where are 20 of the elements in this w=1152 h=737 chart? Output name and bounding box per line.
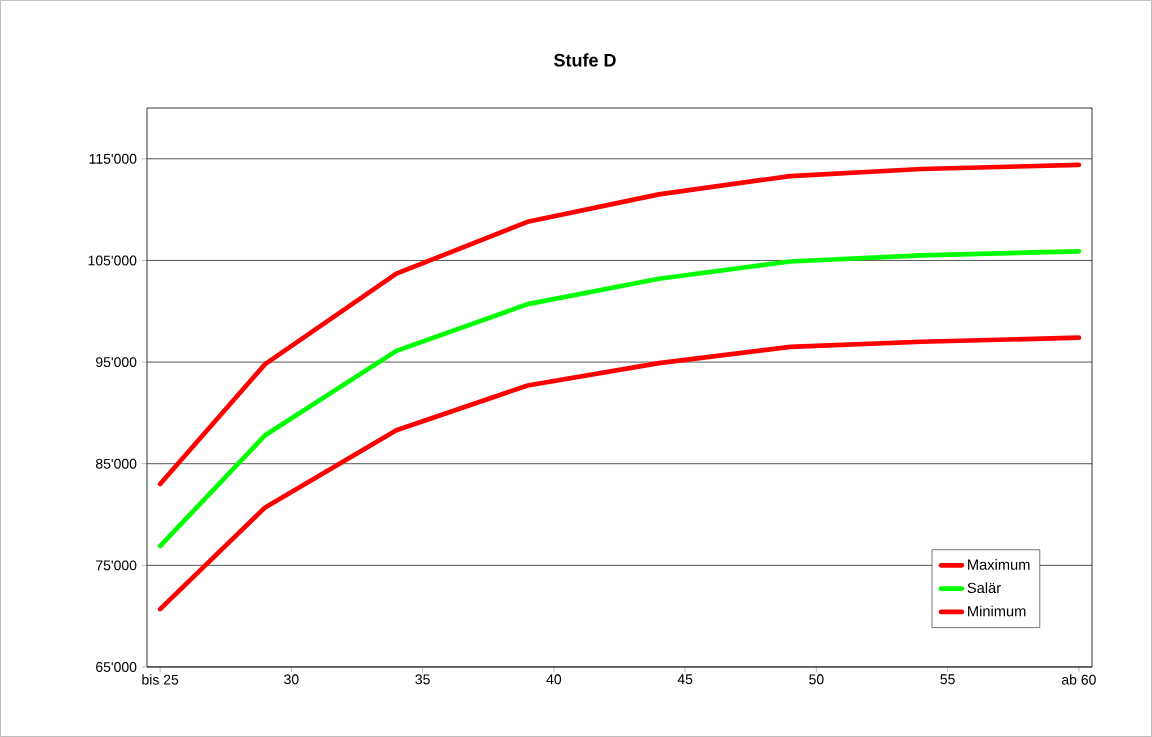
line-series <box>157 162 1082 487</box>
y-tick-label: 75'000 <box>96 560 137 571</box>
x-tick-label: 30 <box>284 674 299 685</box>
y-tick-label: 85'000 <box>95 458 137 469</box>
y-tick-label: 105'000 <box>88 255 137 266</box>
x-tick-label: 50 <box>809 674 824 685</box>
x-tick-label: ab 60 <box>1061 674 1096 685</box>
chart-title: Stufe D <box>554 53 616 67</box>
legend-label: Minimum <box>968 605 1026 617</box>
y-tick-label: 95'000 <box>96 357 137 368</box>
y-tick-label: 115'000 <box>89 153 137 164</box>
x-tick-label: 55 <box>940 674 955 685</box>
line-series <box>157 248 1082 549</box>
x-tick-label: bis 25 <box>142 674 179 685</box>
x-tick-label: 40 <box>546 674 562 685</box>
legend-label: Salär <box>967 582 1001 594</box>
x-tick-label: 45 <box>677 674 693 685</box>
legend-label: Maximum <box>968 559 1030 570</box>
y-tick-label: 65'000 <box>96 662 137 672</box>
x-tick-label: 35 <box>415 674 430 685</box>
